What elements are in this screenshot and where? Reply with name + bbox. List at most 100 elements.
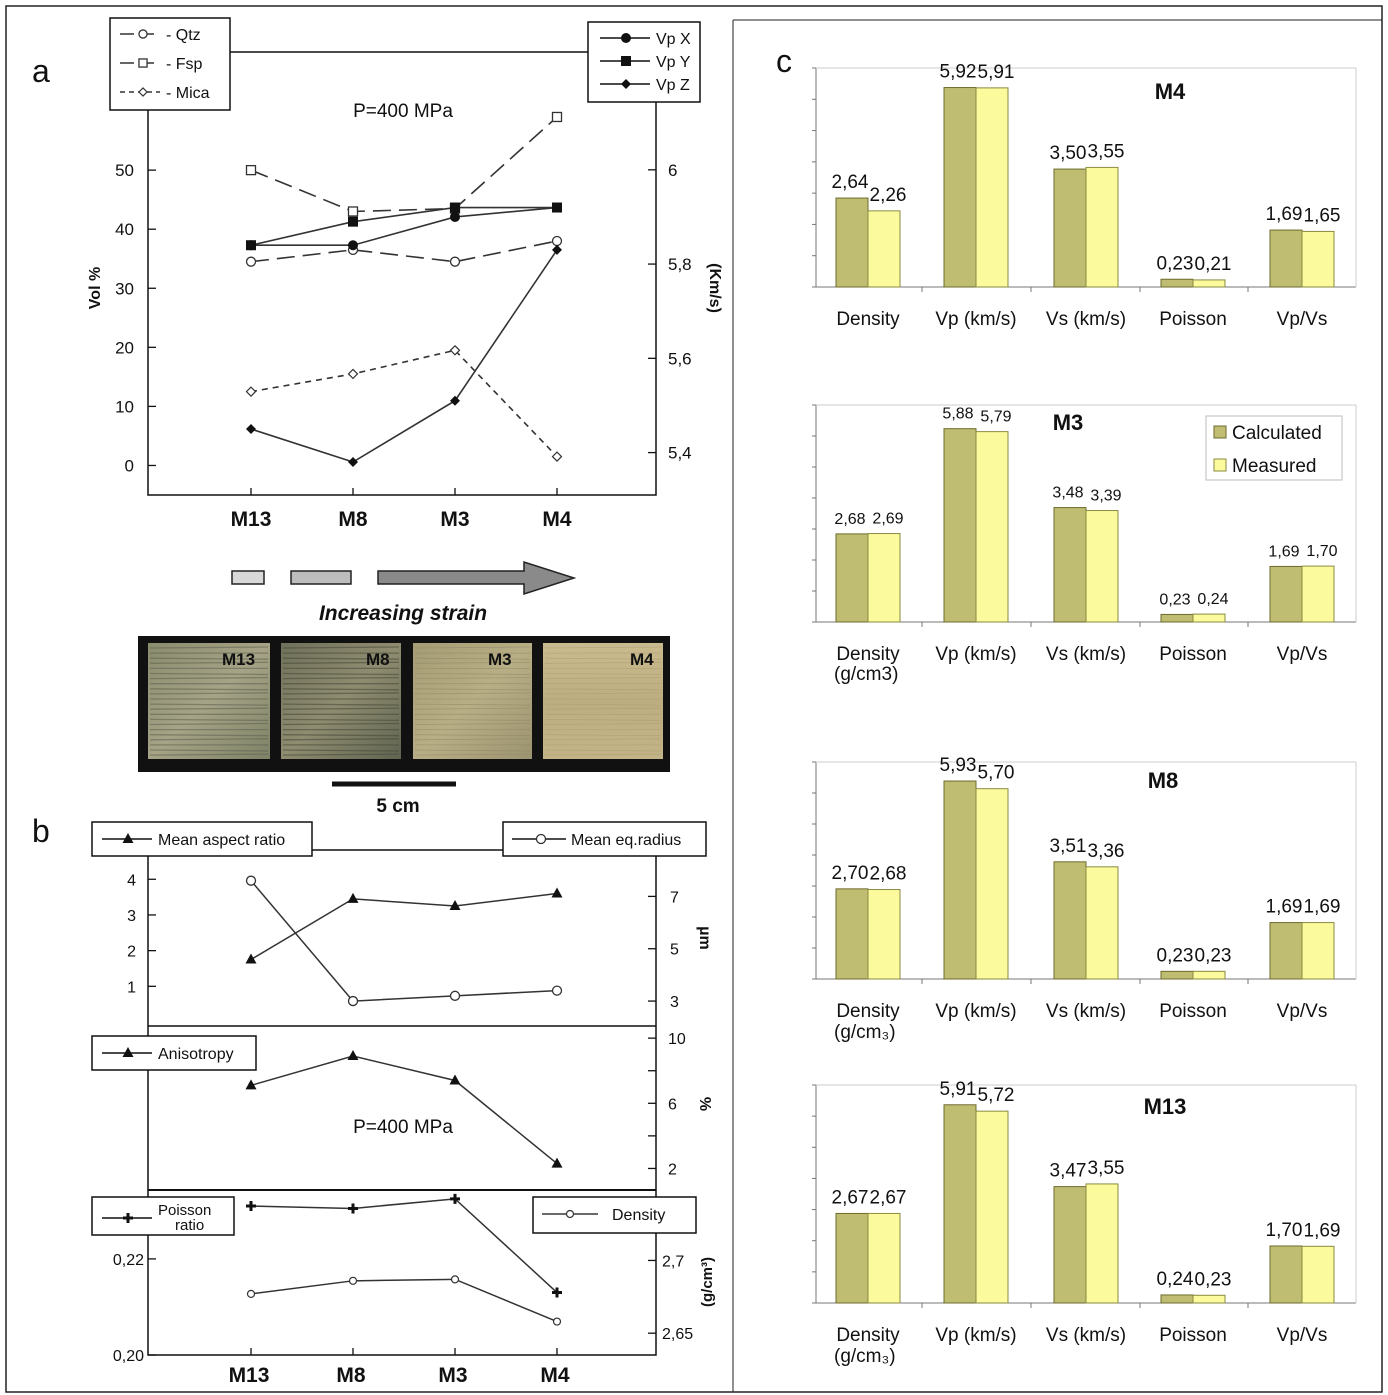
legend-marker [621, 33, 631, 43]
photo-label-m3: M3 [488, 650, 512, 669]
photo-texture-line [282, 718, 400, 722]
chart-a-legend-label: - Qtz [166, 27, 201, 44]
chart-b1-point [449, 990, 461, 1001]
chart-c-bar-calculated [835, 888, 869, 980]
legend-marker [138, 87, 148, 97]
chart-c-title: M13 [1144, 1094, 1187, 1119]
chart-a-legend-label: - Fsp [166, 56, 203, 73]
panel-label-b: b [32, 813, 50, 849]
chart-c-bar-calculated [1053, 861, 1087, 980]
legend-calculated-label: Calculated [1232, 423, 1322, 444]
photo-texture-line [149, 753, 269, 756]
chart-c-bar-measured [867, 1212, 901, 1304]
chart-b1-point [551, 887, 563, 898]
chart-c-M4: 2,642,26 Density 5,92 5,91 Vp (km/s) 3,50 3,55… [812, 62, 1357, 330]
photo-texture-line [544, 661, 662, 664]
chart-b-xtick-label: M4 [540, 1364, 569, 1387]
chart-b3-series-line [250, 1278, 558, 1323]
chart-c-title: M4 [1155, 79, 1186, 104]
chart-a-point [450, 211, 460, 222]
chart-c-data-label: 2,26 [870, 185, 907, 206]
chart-b2-y2tick-label: 2 [668, 1161, 677, 1178]
photo-texture-line [414, 646, 531, 649]
chart-c-M3: 2,68 2,69 Density 5,88 5,79 Vp (km/s) 3,48 3,39… [812, 404, 1357, 685]
chart-c-category-label: Poisson [1159, 309, 1227, 330]
panel-label-c: c [776, 43, 792, 79]
chart-c-data-label: 3,55 [1088, 141, 1125, 162]
chart-c-bar-calculated [1160, 613, 1194, 623]
strain-label: Increasing strain [319, 602, 487, 625]
chart-c-data-label: 3,55 [1088, 1158, 1125, 1179]
chart-c-category-label: Vp/Vs [1277, 309, 1328, 330]
photo-texture-line [282, 749, 400, 752]
chart-b2-point [245, 1079, 257, 1090]
chart-c-data-label: 5,92 [940, 62, 977, 83]
chart-a-y2tick-label: 6 [668, 161, 677, 180]
strain-box-1 [231, 570, 265, 585]
chart-c-category-label: Density [836, 644, 900, 665]
photo-texture-line [282, 676, 400, 680]
chart-a-point [449, 256, 461, 267]
photo-texture-line [544, 749, 662, 752]
photo-texture-line [282, 692, 400, 695]
chart-c-bar-measured [1085, 866, 1119, 980]
chart-c-data-label: 0,24 [1157, 1269, 1194, 1290]
chart-c-data-label: 1,69 [1304, 1220, 1341, 1241]
chart-c-category-sub: (g/cm₃) [834, 1022, 896, 1043]
chart-b1-ytick-label: 2 [127, 944, 136, 961]
chart-c-category-label: Density [836, 1325, 900, 1346]
chart-a-annotation: P=400 MPa [353, 101, 453, 122]
chart-b2-y2tick-label: 10 [668, 1031, 686, 1048]
photo-texture-line [544, 703, 662, 706]
chart-a-point [348, 216, 358, 227]
legend-marker [565, 1209, 575, 1219]
chart-b3-ytick-label: 0,22 [113, 1252, 144, 1269]
scale-label: 5 cm [376, 796, 419, 817]
chart-b3-point [246, 1201, 256, 1212]
chart-c-data-label: 2,69 [872, 511, 903, 528]
legend-poisson-label-2: ratio [175, 1217, 204, 1234]
photo-texture-line [544, 753, 662, 756]
chart-a-point [245, 256, 257, 267]
chart-c-data-label: 3,51 [1050, 836, 1087, 857]
chart-a-point [246, 424, 256, 435]
chart-a: P=400 MPa Vol % (Km/s) 0 10 20 30 40 50 6 5,8 5,… [87, 17, 723, 531]
photo-texture-line [149, 703, 269, 706]
chart-c-data-label: 5,91 [940, 1079, 977, 1100]
chart-c-data-label: 0,23 [1195, 945, 1232, 966]
photo-texture-line [282, 688, 400, 691]
legend-density-label: Density [612, 1207, 665, 1224]
chart-a-series-line [250, 249, 558, 463]
chart-a-point [450, 202, 460, 213]
chart-b3-point [450, 1193, 460, 1204]
chart-c-data-label: 0,23 [1195, 1269, 1232, 1290]
chart-c-bar-measured [1192, 613, 1226, 623]
chart-c-bar-measured [975, 87, 1009, 288]
chart-c-data-label: 3,47 [1050, 1161, 1087, 1182]
photo-texture-line [149, 688, 269, 691]
chart-c-bar-calculated [1269, 922, 1303, 980]
chart-c-bar-calculated [1053, 168, 1087, 288]
chart-c-bar-measured [1301, 1245, 1335, 1304]
photo-texture-line [282, 657, 400, 660]
chart-c-bar-calculated [1053, 507, 1087, 623]
chart-c-bar-measured [1301, 230, 1335, 288]
photo-label-m8: M8 [366, 650, 390, 669]
chart-c-data-label: 0,23 [1157, 253, 1194, 274]
chart-c-category-label: Vp (km/s) [935, 1001, 1016, 1022]
chart-a-ytick-label: 30 [115, 279, 134, 298]
chart-c-bar-measured [975, 1110, 1009, 1304]
photo-texture-line [282, 672, 400, 676]
chart-c-bar-calculated [835, 533, 869, 623]
chart-a-xtick-label: M13 [231, 508, 272, 531]
chart-c-category-label: Vs (km/s) [1046, 309, 1126, 330]
photo-texture-line [282, 703, 400, 706]
chart-c-category-label: Density [836, 309, 900, 330]
chart-a-xtick-label: M4 [542, 508, 571, 531]
chart-b1-point [245, 953, 257, 964]
chart-c-category-label: Vp/Vs [1277, 644, 1328, 665]
photo-texture-line [414, 723, 531, 725]
photo-texture-line [149, 672, 269, 676]
chart-c-category-label: Vs (km/s) [1046, 1001, 1126, 1022]
legend-poisson [91, 1196, 235, 1236]
